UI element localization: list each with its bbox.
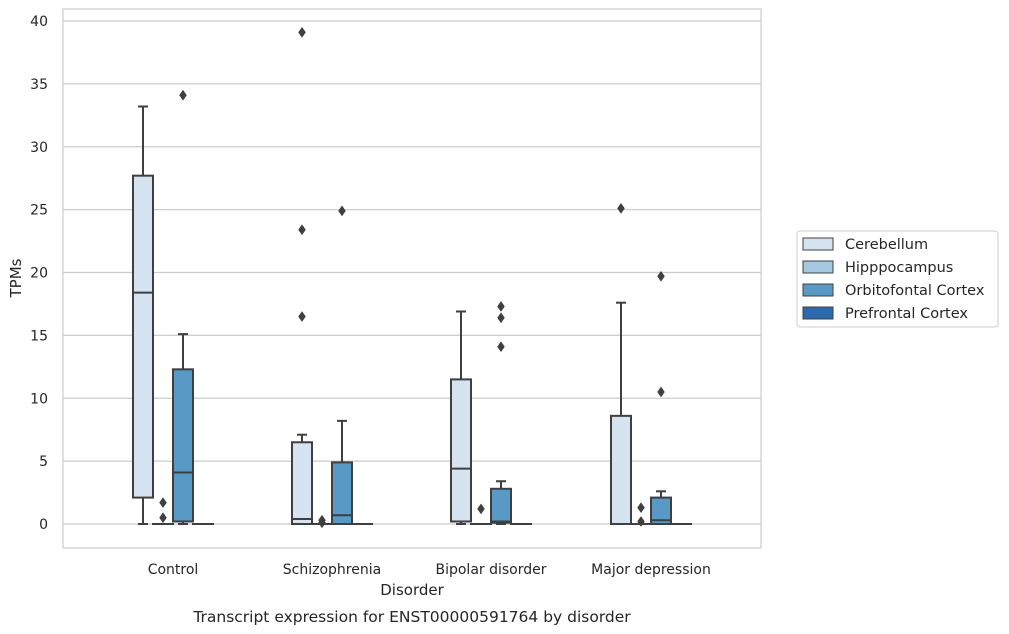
y-tick-label: 30	[30, 140, 48, 156]
y-axis-label: TPMs	[7, 258, 25, 298]
box-1-0	[291, 26, 313, 526]
boxes	[132, 26, 692, 529]
x-axis-label: Disorder	[380, 581, 444, 599]
box-iqr	[132, 174, 154, 499]
y-tick-label: 40	[30, 14, 48, 30]
outlier-point	[179, 89, 187, 101]
x-tick-label: Schizophrenia	[283, 562, 381, 578]
y-tick-label: 10	[30, 391, 48, 407]
outlier-point	[497, 301, 505, 312]
legend-swatch	[802, 237, 834, 251]
legend-label: Cerebellum	[845, 237, 928, 253]
legend-swatch	[802, 260, 834, 274]
box-iqr	[172, 368, 194, 523]
outlier-point	[159, 512, 167, 524]
x-tick-labels: Control Schizophrenia Bipolar disorder Majo…	[148, 562, 711, 578]
legend: Cerebellum Hipppocampus Orbitofontal Corte…	[796, 230, 999, 328]
box-0-1	[152, 497, 174, 526]
x-tick-label: Major depression	[591, 562, 711, 578]
y-tick-label: 20	[30, 266, 48, 282]
outlier-point	[298, 26, 306, 38]
box-0-2	[172, 89, 194, 525]
box-iqr	[331, 461, 353, 526]
x-tick-label: Control	[148, 562, 199, 578]
outlier-point	[318, 514, 326, 526]
y-tick-label: 5	[39, 454, 48, 470]
outlier-point	[298, 311, 306, 322]
outlier-point	[637, 502, 645, 514]
box-iqr	[610, 414, 632, 526]
legend-label: Orbitofontal Cortex	[845, 283, 985, 299]
box-2-2	[490, 301, 512, 525]
box-iqr	[650, 496, 672, 525]
legend-frame	[796, 230, 999, 328]
legend-swatch	[802, 283, 834, 297]
outlier-point	[477, 503, 485, 515]
y-tick-label: 15	[30, 328, 48, 344]
box-3-0	[610, 202, 632, 526]
chart-caption: Transcript expression for ENST0000059176…	[192, 608, 631, 626]
outlier-point	[637, 516, 645, 527]
box-iqr	[490, 487, 512, 524]
outlier-point	[497, 312, 505, 324]
legend-label: Hipppocampus	[845, 260, 953, 276]
box-iqr	[450, 378, 472, 523]
y-tick-label: 35	[30, 77, 48, 93]
box-2-0	[450, 310, 472, 525]
box-3-2	[650, 270, 672, 525]
box-1-2	[331, 205, 353, 526]
box-iqr	[291, 441, 313, 526]
outlier-point	[338, 205, 346, 217]
box-2-1	[470, 503, 492, 526]
outlier-point	[657, 386, 665, 398]
legend-swatch	[802, 306, 834, 320]
outlier-point	[497, 341, 505, 353]
outlier-point	[657, 270, 665, 282]
legend-label: Prefrontal Cortex	[845, 306, 968, 322]
outlier-point	[617, 202, 625, 214]
outlier-point	[298, 224, 306, 236]
y-tick-label: 25	[30, 203, 48, 219]
x-tick-label: Bipolar disorder	[435, 562, 546, 578]
plot-area	[62, 8, 762, 549]
outlier-point	[159, 497, 167, 509]
y-tick-labels: 0 5 10 15 20 25 30 35 40	[30, 14, 48, 533]
box-0-0	[132, 105, 154, 525]
y-tick-label: 0	[39, 517, 48, 533]
